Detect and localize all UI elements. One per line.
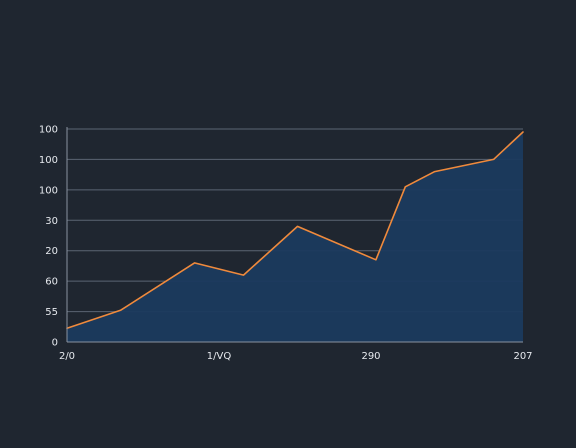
y-axis-ticks: 100 100 100 30 20 60 55 0 bbox=[39, 125, 58, 349]
area-layer bbox=[66, 131, 524, 342]
y-tick-label: 55 bbox=[45, 307, 58, 318]
y-tick-label: 60 bbox=[45, 277, 58, 288]
x-axis-ticks: 2/0 1/VQ 290 207 bbox=[59, 351, 533, 362]
x-tick-label: 1/VQ bbox=[207, 351, 232, 362]
y-tick-label: 20 bbox=[45, 246, 58, 257]
axis-lines bbox=[66, 127, 523, 343]
y-tick-label: 30 bbox=[45, 216, 58, 227]
x-tick-label: 207 bbox=[513, 351, 532, 362]
series-area-fill bbox=[67, 132, 523, 342]
y-tick-label: 100 bbox=[39, 155, 58, 166]
series-line bbox=[66, 131, 524, 330]
x-tick-label: 290 bbox=[361, 351, 380, 362]
y-tick-label: 100 bbox=[39, 185, 58, 196]
y-tick-label: 0 bbox=[52, 338, 58, 349]
x-tick-label: 2/0 bbox=[59, 351, 75, 362]
y-tick-label: 100 bbox=[39, 125, 58, 136]
